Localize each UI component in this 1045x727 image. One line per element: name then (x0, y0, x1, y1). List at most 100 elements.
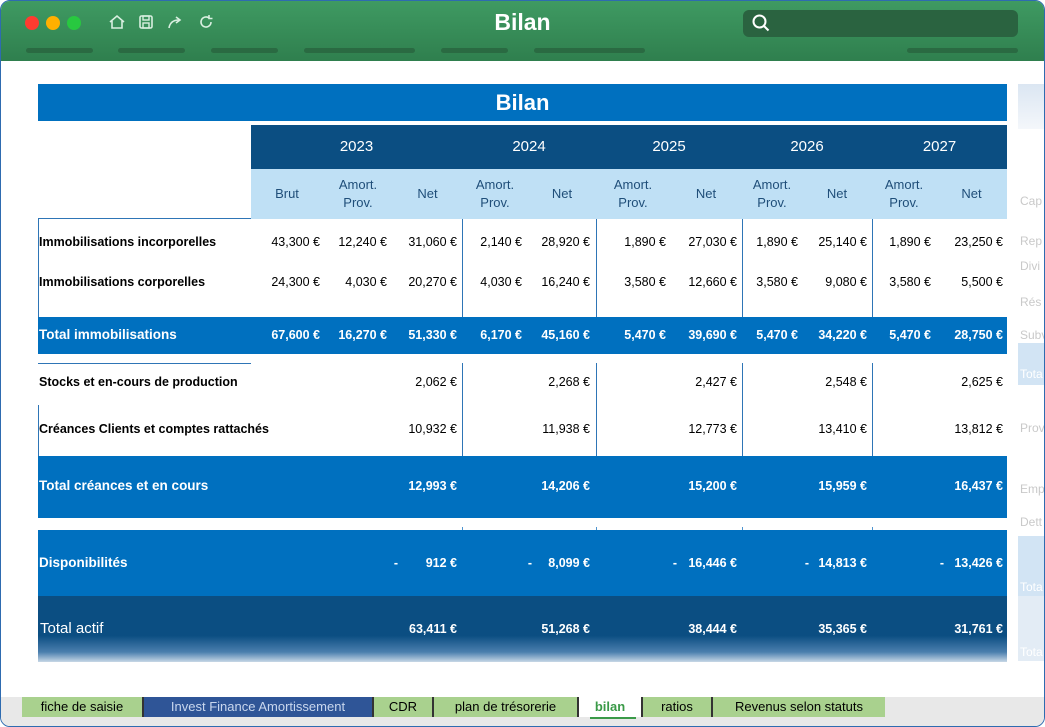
cell[interactable]: 5,500 € (961, 275, 1003, 289)
cell[interactable]: - (804, 556, 809, 570)
cell[interactable]: 1,890 € (889, 235, 931, 249)
cell[interactable]: 12,993 € (408, 479, 457, 493)
grid-line (38, 218, 39, 317)
cell[interactable]: - (939, 556, 944, 570)
save-icon[interactable] (136, 13, 156, 33)
side-table-band (1018, 536, 1044, 596)
row-label-incorporelles: Immobilisations incorporelles (39, 235, 217, 249)
cell[interactable]: 14,813 € (818, 556, 867, 570)
zoom-window-button[interactable] (67, 16, 81, 30)
side-label: Emp (1020, 482, 1045, 496)
tab-revenus-selon-statuts[interactable]: Revenus selon statuts (713, 697, 885, 717)
cell[interactable]: 11,938 € (542, 422, 590, 436)
side-table-band (1018, 343, 1044, 385)
cell[interactable]: 2,427 € (695, 375, 737, 389)
grid-line (872, 219, 873, 317)
cell[interactable]: 4,030 € (480, 275, 522, 289)
cell[interactable]: 43,300 € (271, 235, 320, 249)
row-label-total-creances: Total créances et en cours (39, 478, 209, 493)
cell[interactable]: 4,030 € (345, 275, 387, 289)
cell[interactable]: 15,200 € (688, 479, 737, 493)
cell[interactable]: 28,920 € (541, 235, 590, 249)
cell[interactable]: 28,750 € (954, 328, 1003, 342)
grid-line (742, 363, 743, 456)
cell[interactable]: 38,444 € (688, 622, 737, 636)
cell[interactable]: 1,890 € (756, 235, 798, 249)
cell[interactable]: - (527, 556, 532, 570)
cell[interactable]: 1,890 € (624, 235, 666, 249)
cell[interactable]: 3,580 € (756, 275, 798, 289)
cell[interactable]: 35,365 € (818, 622, 867, 636)
cell[interactable]: - (672, 556, 677, 570)
cell[interactable]: 2,268 € (548, 375, 590, 389)
cell[interactable]: 23,250 € (954, 235, 1003, 249)
cell[interactable]: 16,270 € (338, 328, 387, 342)
side-label: Dett (1020, 515, 1043, 529)
cell[interactable]: 12,240 € (338, 235, 387, 249)
cell[interactable]: 3,580 € (624, 275, 666, 289)
cell[interactable]: 51,268 € (541, 622, 590, 636)
cell[interactable]: 8,099 € (548, 556, 590, 570)
cell[interactable]: - (393, 556, 398, 570)
cell[interactable]: 2,625 € (961, 375, 1003, 389)
search-input[interactable] (743, 10, 1018, 37)
cell[interactable]: 31,060 € (408, 235, 457, 249)
subheader-amort: Amort. Prov. (742, 169, 802, 219)
refresh-icon[interactable] (196, 13, 216, 33)
grid-line (38, 405, 39, 456)
side-label: Divi (1020, 259, 1040, 273)
side-table-header (1018, 84, 1044, 129)
cell[interactable]: 2,548 € (825, 375, 867, 389)
side-label: Tota (1020, 645, 1043, 659)
cell[interactable]: 13,812 € (954, 422, 1003, 436)
tab-invest-finance-amortissement[interactable]: Invest Finance Amortissement (144, 697, 374, 717)
share-icon[interactable] (165, 13, 185, 33)
cell[interactable]: 27,030 € (688, 235, 737, 249)
row-label-stocks: Stocks et en-cours de production (39, 375, 238, 389)
cell[interactable]: 34,220 € (818, 328, 867, 342)
cell[interactable]: 25,140 € (818, 235, 867, 249)
tab-fiche-de-saisie[interactable]: fiche de saisie (22, 697, 144, 717)
cell[interactable]: 39,690 € (688, 328, 737, 342)
cell[interactable]: 31,761 € (954, 622, 1003, 636)
cell[interactable]: 9,080 € (825, 275, 867, 289)
cell[interactable]: 5,470 € (756, 328, 798, 342)
cell[interactable]: 5,470 € (889, 328, 931, 342)
cell[interactable]: 14,206 € (541, 479, 590, 493)
spreadsheet-area[interactable]: Cap Rep Divi Rés Subv Tota Prov Emp Dett… (1, 61, 1045, 697)
cell[interactable]: 15,959 € (818, 479, 867, 493)
cell[interactable]: 2,062 € (415, 375, 457, 389)
year-header-2025: 2025 (596, 125, 742, 169)
cell[interactable]: 16,437 € (954, 479, 1003, 493)
cell[interactable]: 5,470 € (624, 328, 666, 342)
cell[interactable]: 24,300 € (271, 275, 320, 289)
cell[interactable]: 67,600 € (271, 328, 320, 342)
cell[interactable]: 10,932 € (408, 422, 457, 436)
cell[interactable]: 63,411 € (409, 622, 457, 636)
cell[interactable]: 16,240 € (541, 275, 590, 289)
cell[interactable]: 912 € (425, 556, 457, 570)
grid-line (38, 363, 251, 364)
cell[interactable]: 2,140 € (480, 235, 522, 249)
subheader-net: Net (802, 169, 872, 219)
cell[interactable]: 45,160 € (541, 328, 590, 342)
cell[interactable]: 51,330 € (408, 328, 457, 342)
cell[interactable]: 20,270 € (408, 275, 457, 289)
grid-line (462, 219, 463, 317)
tab-plan-de-tresorerie[interactable]: plan de trésorerie (434, 697, 579, 717)
cell[interactable]: 16,446 € (688, 556, 737, 570)
cell[interactable]: 13,426 € (954, 556, 1003, 570)
tab-cdr[interactable]: CDR (374, 697, 434, 717)
cell[interactable]: 12,660 € (688, 275, 737, 289)
cell[interactable]: 13,410 € (818, 422, 867, 436)
home-icon[interactable] (107, 13, 127, 33)
close-window-button[interactable] (25, 16, 39, 30)
cell[interactable]: 6,170 € (480, 328, 522, 342)
minimize-window-button[interactable] (46, 16, 60, 30)
tab-ratios[interactable]: ratios (643, 697, 713, 717)
cell[interactable]: 12,773 € (688, 422, 737, 436)
tab-bilan[interactable]: bilan (579, 697, 643, 717)
row-label-total-actif: Total actif (40, 620, 104, 637)
cell[interactable]: 3,580 € (889, 275, 931, 289)
side-label: Tota (1020, 367, 1043, 381)
